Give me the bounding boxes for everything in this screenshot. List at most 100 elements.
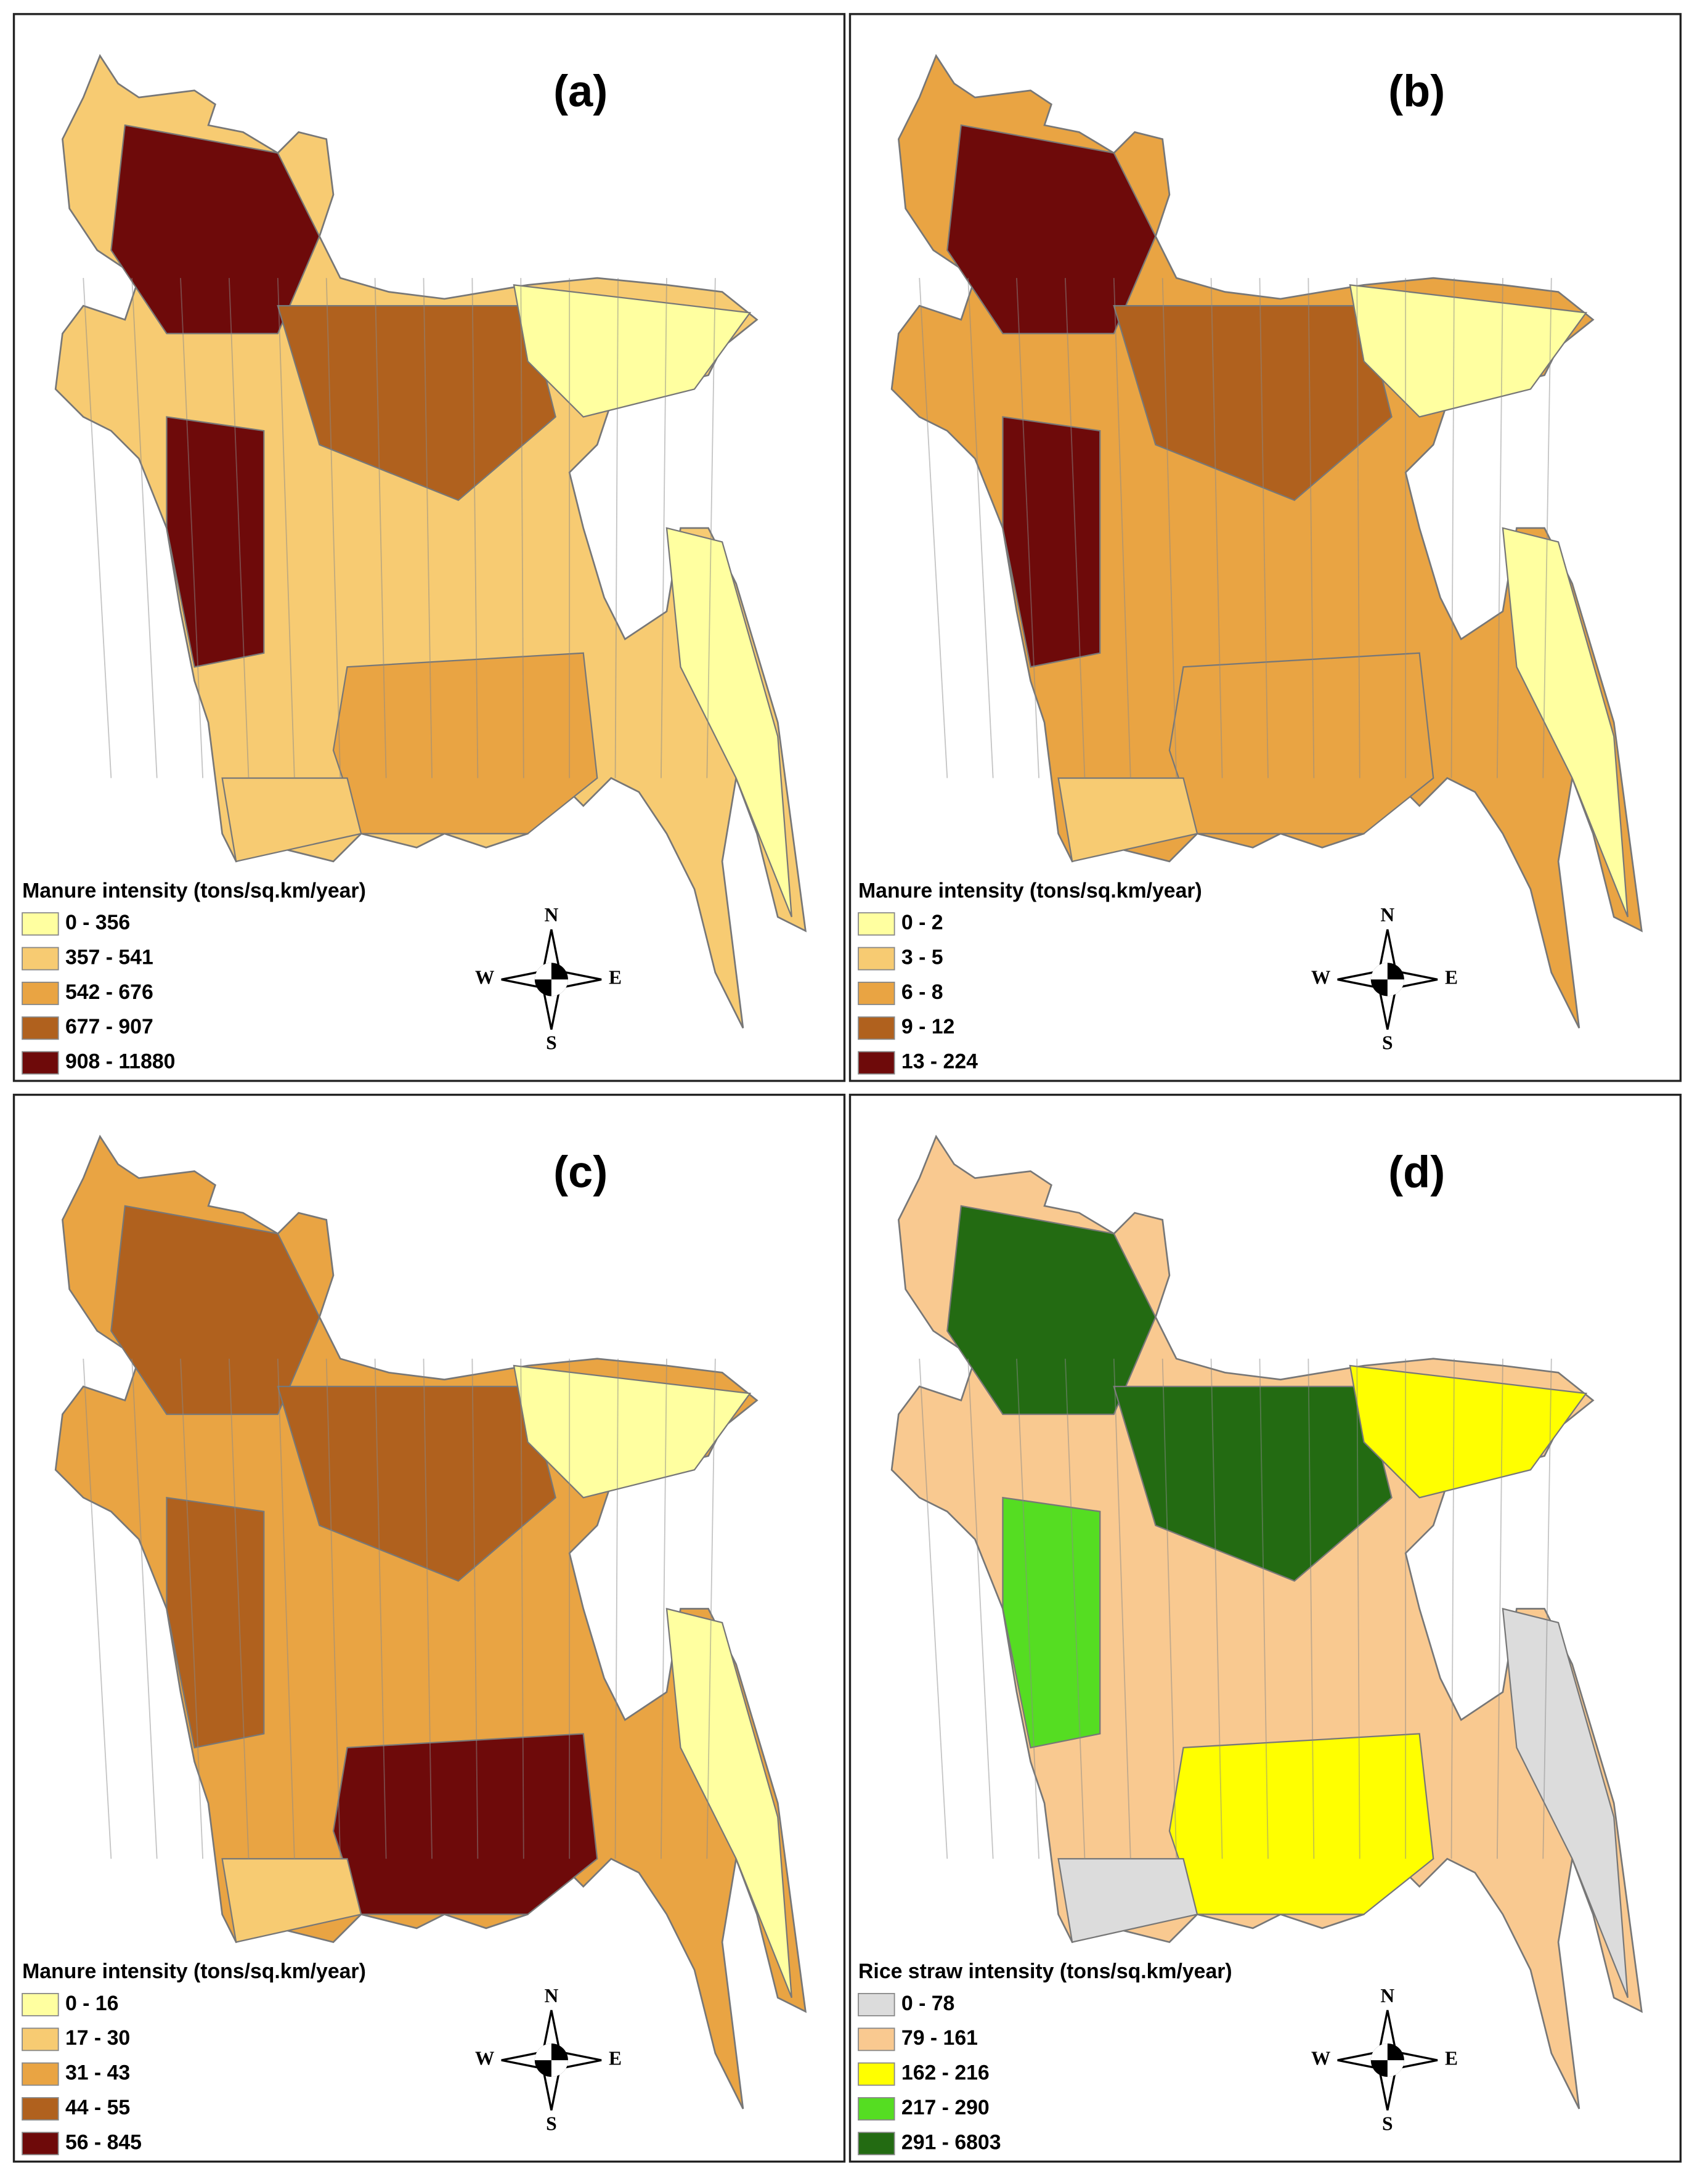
legend-swatch [858,982,895,1005]
region [665,1608,792,1999]
region [110,1205,320,1416]
district-boundary [423,278,433,778]
legend-swatch [22,982,59,1005]
legend-label: 217 - 290 [901,2096,990,2119]
legend-swatch [858,2027,895,2052]
district-boundary [180,278,203,778]
district-boundary [1542,1358,1552,1859]
region [1168,1733,1434,1915]
compass-n: N [544,904,558,926]
region [277,305,556,502]
district-boundary [919,1358,948,1859]
legend-label: 44 - 55 [65,2096,130,2119]
district-boundary [1356,278,1360,778]
region [1057,777,1198,863]
compass-center [534,963,568,996]
compass-center [1370,963,1404,996]
district-boundary [1210,1358,1223,1859]
region [946,1205,1157,1416]
region [1113,1385,1393,1582]
region [1002,416,1101,668]
district-boundary [1210,278,1223,778]
district-boundary [374,278,387,778]
region [166,416,265,668]
district-boundary [1450,278,1455,778]
legend-swatch [22,912,59,936]
map-panel: (c) Manure intensity (tons/sq.km/year) 0 -… [12,1093,846,2163]
legend-title: Rice straw intensity (tons/sq.km/year) [858,1960,1232,1983]
district-boundary [423,1358,433,1859]
compass-s: S [546,2113,557,2134]
legend-swatch [858,2097,895,2121]
legend-label: 0 - 356 [65,911,130,934]
legend-swatch [22,1992,59,2016]
district-boundary [706,1358,716,1859]
region [332,652,598,834]
district-boundary [1113,1358,1131,1859]
district-boundary [967,1358,994,1859]
compass-n: N [544,1985,558,2007]
legend-swatch [22,947,59,971]
legend-swatch [22,2062,59,2086]
legend-label: 9 - 12 [901,1015,954,1038]
district-boundary [83,1358,112,1859]
compass-s: S [1382,1032,1393,1054]
map-panel: (d) Rice straw intensity (tons/sq.km/year… [848,1093,1682,2163]
compass-w: W [475,967,495,988]
legend-swatch [858,947,895,971]
district-boundary [1064,1358,1086,1859]
district-boundary [614,278,619,778]
district-boundary [1542,278,1552,778]
legend-swatch [858,1051,895,1075]
legend-label: 79 - 161 [901,2026,978,2050]
compass-s: S [1382,2113,1393,2134]
legend-swatch [22,2097,59,2121]
region [1349,284,1588,418]
legend-swatch [858,2132,895,2156]
panel-label: (c) [553,1147,608,1197]
region [1349,1364,1588,1499]
district-boundary [919,278,948,778]
legend-label: 6 - 8 [901,980,943,1004]
legend-swatch [858,1992,895,2016]
district-boundary [1356,1358,1360,1859]
district-boundary [277,1358,295,1859]
region [1057,1858,1198,1943]
district-boundary [1161,278,1177,778]
region [277,1385,556,1582]
district-boundary [229,278,250,778]
legend-label: 162 - 216 [901,2061,990,2085]
region [1002,1496,1101,1749]
compass-e: E [1445,2047,1458,2069]
district-boundary [614,1358,619,1859]
region [946,124,1157,335]
legend-label: 0 - 2 [901,911,943,934]
region [166,1496,265,1749]
district-boundary [706,278,716,778]
district-boundary [471,278,479,778]
district-boundary [229,1358,250,1859]
district-boundary [180,1358,203,1859]
map-panel: (a) Manure intensity (tons/sq.km/year) 0 -… [12,13,846,1082]
legend-label: 0 - 78 [901,1992,954,2015]
legend-swatch [22,1016,59,1040]
region [221,777,362,863]
legend-label: 56 - 845 [65,2130,142,2154]
region [665,527,792,918]
district-boundary [1016,1358,1039,1859]
legend-label: 31 - 43 [65,2061,130,2085]
legend-label: 677 - 907 [65,1015,153,1038]
district-boundary [131,278,158,778]
region [110,124,320,335]
compass-e: E [609,967,622,988]
compass-center [534,2043,568,2077]
district-boundary [1113,278,1131,778]
legend-label: 3 - 5 [901,946,943,969]
district-boundary [661,1358,667,1859]
legend-label: 908 - 11880 [65,1050,176,1074]
district-boundary [1308,1358,1315,1859]
legend-title: Manure intensity (tons/sq.km/year) [858,879,1202,902]
legend-swatch [858,912,895,936]
